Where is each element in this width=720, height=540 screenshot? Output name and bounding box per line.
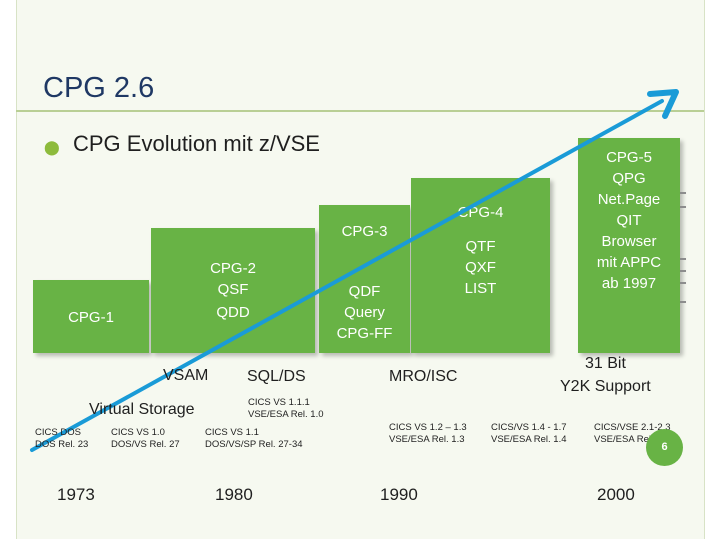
block-cpg-3: CPG-3 QDF Query CPG-FF	[319, 205, 410, 353]
release-cics-vs-10: CICS VS 1.0 DOS/VS Rel. 27	[111, 427, 180, 450]
release-cics-vs-111: CICS VS 1.1.1 VSE/ESA Rel. 1.0	[248, 397, 324, 420]
edge-tick	[680, 258, 686, 260]
block-cpg-2: CPG-2 QSF QDD	[151, 228, 315, 353]
release-cics-vs-14: CICS/VS 1.4 - 1.7 VSE/ESA Rel. 1.4	[491, 422, 567, 445]
slide-subtitle: CPG Evolution mit z/VSE	[73, 131, 320, 156]
page-number-badge: 6	[646, 429, 683, 466]
year-label: 1973	[57, 485, 95, 504]
block-cpg-4: CPG-4 QTF QXF LIST	[411, 178, 550, 353]
release-cics-vs-12: CICS VS 1.2 – 1.3 VSE/ESA Rel. 1.3	[389, 422, 467, 445]
block-cpg-1: CPG-1	[33, 280, 149, 353]
year-label: 1980	[215, 485, 253, 504]
block-cpg-2-title: CPG-2 QSF	[210, 260, 256, 298]
year-label: 2000	[597, 485, 635, 504]
feature-sqlds: SQL/DS	[247, 368, 306, 385]
bullet-icon: ⬤	[44, 139, 60, 155]
arrow-head-icon	[647, 89, 679, 119]
edge-tick	[680, 192, 686, 194]
block-cpg-5-label: CPG-5 QPG Net.Page QIT Browser mit APPC …	[596, 149, 662, 292]
edge-tick	[680, 206, 686, 208]
feature-mro-isc: MRO/ISC	[389, 368, 458, 385]
year-label: 1990	[380, 485, 418, 504]
edge-tick	[680, 270, 686, 272]
edge-tick	[680, 301, 686, 303]
title-divider	[16, 110, 704, 112]
edge-tick	[680, 282, 686, 284]
block-cpg-3-title: CPG-3	[341, 223, 388, 240]
feature-y2k: Y2K Support	[560, 378, 651, 395]
block-cpg-5: CPG-5 QPG Net.Page QIT Browser mit APPC …	[578, 138, 680, 353]
feature-31bit: 31 Bit	[585, 355, 626, 372]
block-cpg-2-extra: QDD	[216, 304, 250, 321]
feature-virtual-storage: Virtual Storage	[89, 401, 195, 418]
block-cpg-1-label: CPG-1	[68, 309, 114, 326]
release-cics-dos: CICS DOS DOS Rel. 23	[35, 427, 89, 450]
slide-title: CPG 2.6	[43, 72, 155, 104]
feature-vsam: VSAM	[163, 367, 209, 384]
release-cics-vs-11: CICS VS 1.1 DOS/VS/SP Rel. 27-34	[205, 427, 303, 450]
block-cpg-4-extra: QTF QXF LIST	[464, 238, 497, 297]
block-cpg-3-extra: QDF Query CPG-FF	[336, 283, 393, 342]
